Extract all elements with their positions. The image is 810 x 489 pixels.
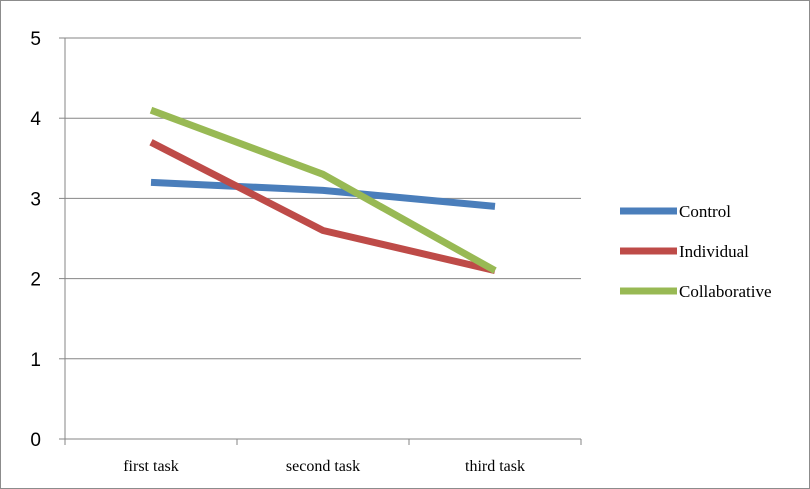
legend-label-control: Control <box>679 202 731 221</box>
x-tick-label: first task <box>123 458 179 475</box>
legend-label-individual: Individual <box>679 242 749 261</box>
series-lines <box>149 106 497 274</box>
x-tick-label: second task <box>286 458 360 475</box>
y-tick-label: 2 <box>30 270 41 291</box>
x-tick-label: third task <box>465 458 525 475</box>
y-tick-label: 5 <box>30 29 41 50</box>
y-tick-labels: 0 1 2 3 4 5 <box>30 29 65 451</box>
series-line-control <box>150 178 496 210</box>
legend-label-collaborative: Collaborative <box>679 282 772 301</box>
y-tick-label: 0 <box>30 430 41 451</box>
series-line-individual <box>149 139 496 274</box>
y-tick-label: 4 <box>30 109 41 130</box>
series-line-collaborative <box>149 106 497 274</box>
y-tick-label: 3 <box>30 189 41 210</box>
legend: Control Individual Collaborative <box>620 202 772 301</box>
gridlines <box>65 37 581 360</box>
axes <box>64 38 581 440</box>
y-tick-label: 1 <box>30 350 41 371</box>
x-tick-labels: first task second task third task <box>64 439 582 475</box>
